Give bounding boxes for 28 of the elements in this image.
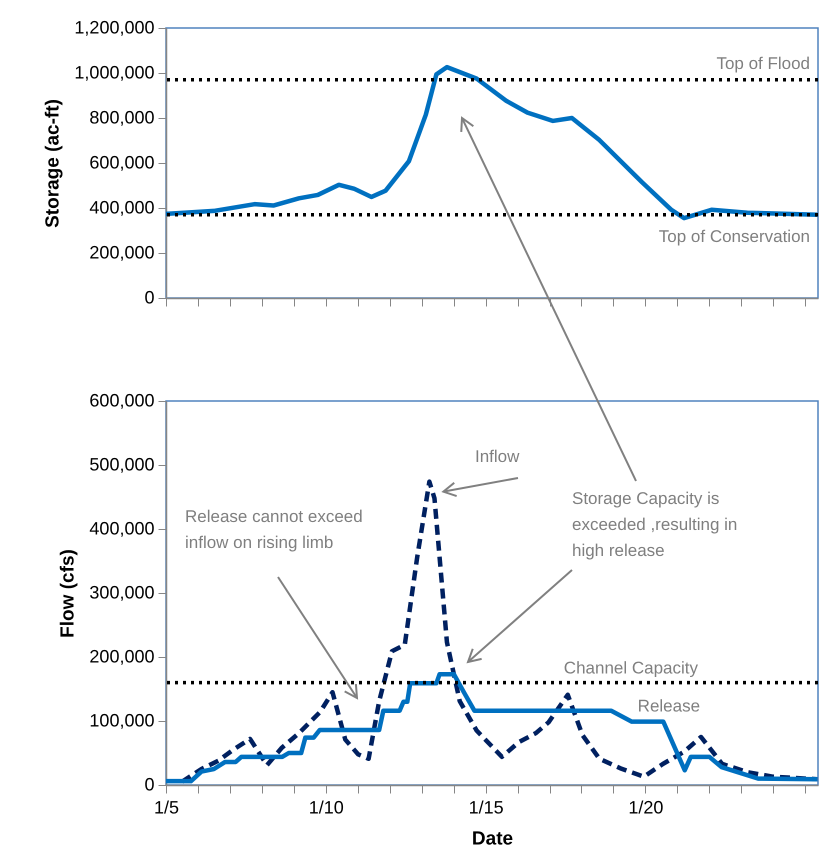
y-axis-title: Flow (cfs) [57, 549, 78, 638]
y-tick-label: 0 [144, 288, 154, 308]
y-tick-label: 400,000 [89, 518, 154, 538]
y-tick-label: 600,000 [89, 390, 154, 410]
y-tick-label: 600,000 [89, 152, 154, 172]
ref-line-label: Top of Flood [716, 54, 810, 73]
y-tick-label: 1,000,000 [74, 62, 154, 82]
y-tick-label: 500,000 [89, 454, 154, 474]
y-tick-label: 200,000 [89, 242, 154, 262]
annotation: Release cannot exceed inflow on rising limb [185, 507, 363, 552]
y-tick-label: 800,000 [89, 108, 154, 128]
y-axis-title: Storage (ac-ft) [42, 99, 64, 228]
text: Inflow [475, 447, 520, 466]
y-tick-label: 400,000 [89, 198, 154, 218]
ref-line-label: Top of Conservation [658, 226, 810, 246]
x-tick-label: 1/5 [154, 798, 180, 818]
y-tick-label: 100,000 [89, 710, 154, 730]
x-tick-label: 1/10 [308, 798, 344, 818]
annotation: Storage Capacity is exceeded ,resulting in high release [572, 489, 738, 560]
y-tick-label: 0 [144, 774, 154, 794]
ref-line-label: Channel Capacity [564, 658, 698, 678]
x-tick-label: 1/15 [468, 798, 504, 818]
y-tick-label: 200,000 [89, 646, 154, 666]
x-axis-title: Date [472, 828, 514, 845]
series-label: Release [638, 696, 700, 716]
x-tick-label: 1/20 [628, 798, 664, 818]
y-tick-label: 1,200,000 [74, 18, 154, 38]
y-tick-label: 300,000 [89, 582, 154, 602]
